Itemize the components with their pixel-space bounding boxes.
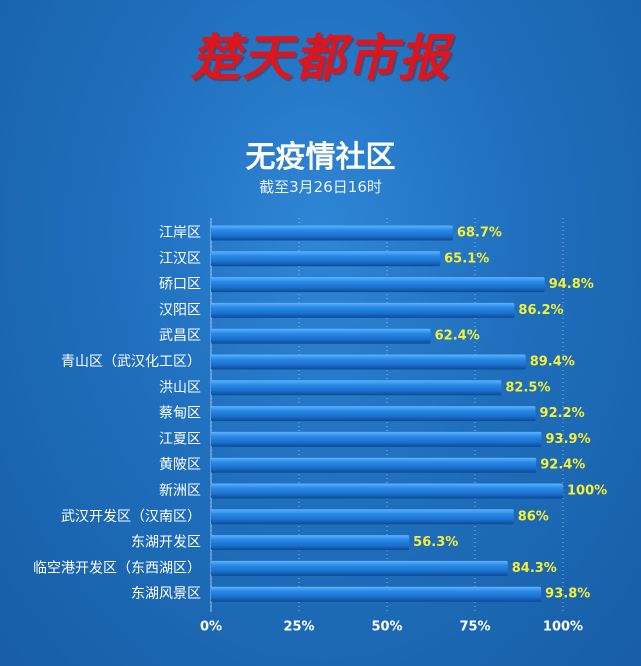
bar bbox=[211, 328, 431, 344]
chart-title: 无疫情社区 bbox=[245, 140, 396, 175]
value-label: 94.8% bbox=[549, 277, 594, 292]
category-label: 东湖开发区 bbox=[131, 535, 201, 551]
category-label: 黄陂区 bbox=[159, 456, 201, 473]
bar bbox=[211, 406, 536, 422]
bar bbox=[211, 431, 542, 447]
category-label: 江夏区 bbox=[159, 431, 201, 447]
category-label: 江汉区 bbox=[159, 251, 201, 267]
bar bbox=[211, 225, 453, 241]
category-label: 蔡甸区 bbox=[159, 406, 201, 422]
value-label: 82.5% bbox=[505, 380, 550, 395]
value-label: 92.2% bbox=[540, 406, 585, 421]
x-tick-label: 75% bbox=[459, 620, 490, 635]
value-label: 56.3% bbox=[413, 535, 458, 550]
value-label: 93.8% bbox=[545, 587, 590, 602]
bar bbox=[211, 483, 563, 499]
value-label: 86% bbox=[518, 509, 549, 524]
value-label: 92.4% bbox=[540, 458, 585, 473]
value-label: 62.4% bbox=[435, 329, 480, 344]
bar bbox=[211, 380, 502, 396]
value-label: 84.3% bbox=[512, 561, 557, 576]
bar bbox=[211, 354, 526, 370]
x-tick-label: 50% bbox=[371, 620, 402, 635]
category-label: 洪山区 bbox=[159, 380, 201, 396]
labels: 0% 25% 50% 75% 100% 江岸区 68.7% 江汉区 65.1% 硚口区 94.8% 汉… bbox=[33, 225, 607, 635]
category-label: 新洲区 bbox=[159, 483, 201, 499]
value-label: 65.1% bbox=[444, 251, 489, 266]
value-label: 68.7% bbox=[457, 226, 502, 241]
category-label: 武汉开发区（汉南区） bbox=[61, 509, 201, 525]
category-label: 硚口区 bbox=[159, 277, 201, 293]
category-label: 临空港开发区（东西湖区） bbox=[33, 560, 201, 576]
bar bbox=[211, 560, 508, 576]
bar bbox=[211, 586, 542, 602]
x-tick-label: 25% bbox=[283, 620, 314, 635]
value-label: 93.9% bbox=[546, 432, 591, 447]
value-label: 100% bbox=[567, 484, 607, 499]
bar bbox=[211, 509, 514, 525]
category-label: 汉阳区 bbox=[159, 302, 201, 318]
newspaper-logo: 楚天都市报 bbox=[190, 28, 451, 87]
chart-subtitle: 截至3月26日16时 bbox=[259, 178, 382, 196]
category-label: 东湖风景区 bbox=[131, 586, 201, 602]
bar bbox=[211, 535, 410, 551]
bar bbox=[211, 302, 515, 318]
value-label: 89.4% bbox=[530, 355, 575, 370]
bars bbox=[211, 225, 563, 602]
category-label: 武昌区 bbox=[159, 328, 201, 344]
bar bbox=[211, 251, 441, 267]
category-label: 江岸区 bbox=[159, 225, 201, 241]
bar bbox=[211, 457, 537, 473]
x-tick-label: 100% bbox=[543, 620, 583, 635]
bar bbox=[211, 277, 545, 293]
category-label: 青山区（武汉化工区） bbox=[61, 354, 201, 370]
x-tick-label: 0% bbox=[200, 620, 222, 635]
value-label: 86.2% bbox=[518, 303, 563, 318]
